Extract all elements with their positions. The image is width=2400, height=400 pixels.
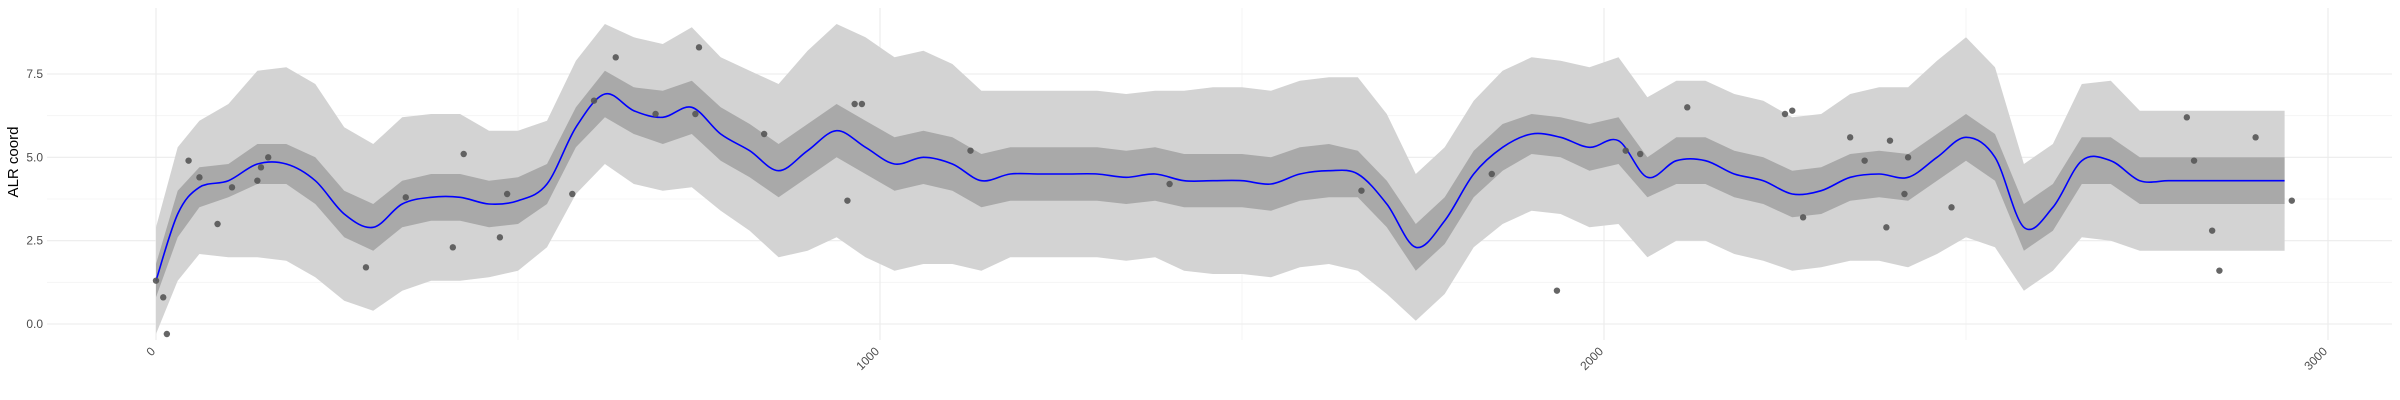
data-point	[1861, 157, 1868, 164]
data-point	[1684, 104, 1691, 111]
x-tick-label: 1000	[853, 344, 882, 373]
data-point	[1948, 204, 1955, 211]
data-point	[851, 100, 858, 108]
data-point	[967, 147, 974, 154]
y-tick-label: 2.5	[26, 234, 43, 248]
data-point	[1622, 147, 1629, 154]
data-point	[185, 157, 192, 164]
data-point	[1637, 150, 1644, 158]
data-point	[590, 97, 598, 104]
y-tick-label: 7.5	[26, 67, 43, 81]
y-tick-label: 0.0	[26, 317, 43, 331]
data-point	[2183, 114, 2191, 121]
data-point	[402, 194, 409, 201]
data-point	[569, 190, 576, 198]
observed-points	[152, 44, 2295, 338]
data-point	[196, 174, 203, 181]
data-point	[652, 110, 659, 118]
inner-confidence-band	[156, 70, 2285, 298]
data-point	[257, 164, 265, 171]
data-point	[1781, 110, 1789, 118]
confidence-bands	[156, 24, 2285, 334]
data-point	[1886, 137, 1894, 144]
y-tick-label: 5.0	[26, 150, 43, 164]
data-point	[1799, 214, 1807, 221]
data-point	[2190, 157, 2198, 164]
data-point	[612, 54, 619, 61]
x-tick-label: 0	[143, 344, 158, 359]
data-point	[496, 234, 504, 241]
data-point	[460, 150, 467, 158]
data-point	[2208, 227, 2216, 234]
data-point	[449, 244, 457, 251]
data-point	[163, 330, 171, 338]
mean-line	[155, 92, 2285, 281]
data-point	[1883, 224, 1890, 231]
data-point	[503, 190, 511, 198]
data-point	[1166, 180, 1173, 188]
data-point	[858, 100, 866, 108]
data-point	[1789, 107, 1796, 114]
y-axis-ticks: 0.0 2.5 5.0 7.5	[26, 67, 43, 331]
data-point	[1901, 190, 1908, 198]
data-point	[2288, 197, 2295, 204]
data-point	[362, 264, 370, 271]
data-point	[1553, 287, 1561, 294]
data-point	[2252, 134, 2259, 141]
data-point	[2216, 267, 2223, 274]
data-point	[695, 44, 703, 51]
data-point	[228, 184, 236, 191]
data-point	[160, 294, 167, 301]
data-point	[214, 220, 221, 228]
mean-line-group	[155, 92, 2285, 281]
data-point	[760, 130, 768, 138]
data-point	[152, 277, 160, 284]
data-point	[692, 110, 699, 118]
data-point	[265, 154, 272, 161]
data-point	[1488, 170, 1495, 178]
data-point	[254, 177, 261, 184]
data-point	[1358, 187, 1365, 194]
y-axis-title: ALR coord	[5, 127, 22, 198]
data-point	[844, 197, 851, 204]
x-tick-label: 3000	[2301, 344, 2330, 373]
x-axis-ticks: 0 1000 2000 3000	[143, 344, 2330, 373]
data-point	[1904, 154, 1912, 161]
data-point	[1846, 134, 1854, 141]
x-tick-label: 2000	[1577, 344, 1606, 373]
